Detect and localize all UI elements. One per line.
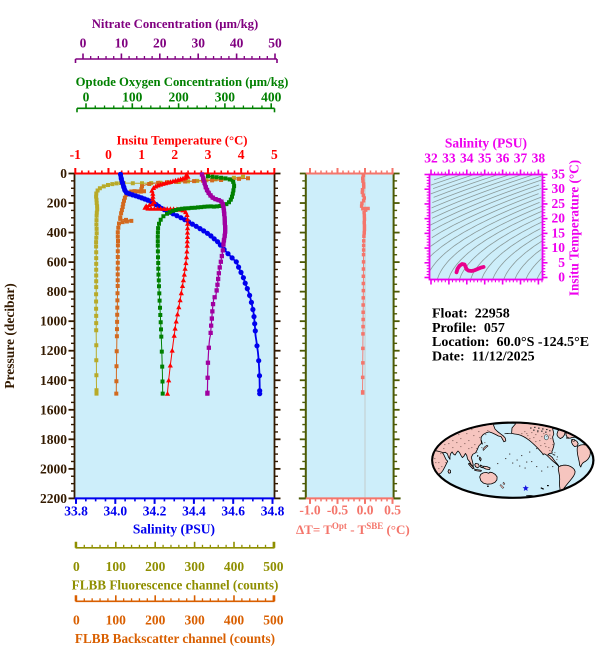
svg-text:34.2: 34.2 <box>143 504 167 519</box>
svg-text:Float: 22958: Float: 22958 <box>432 307 510 322</box>
svg-text:20: 20 <box>552 211 566 226</box>
svg-text:Profile: 057: Profile: 057 <box>432 321 505 336</box>
svg-text:35: 35 <box>478 151 492 166</box>
svg-text:-1.0: -1.0 <box>299 503 321 518</box>
svg-text:300: 300 <box>184 559 205 574</box>
svg-text:37: 37 <box>514 151 528 166</box>
svg-text:33: 33 <box>442 151 456 166</box>
svg-text:300: 300 <box>184 613 205 628</box>
svg-text:1200: 1200 <box>40 343 67 358</box>
svg-text:2000: 2000 <box>40 461 67 476</box>
svg-text:0: 0 <box>558 270 565 285</box>
svg-text:200: 200 <box>145 559 166 574</box>
svg-text:200: 200 <box>47 196 68 211</box>
svg-text:33.8: 33.8 <box>64 504 88 519</box>
svg-text:500: 500 <box>263 559 284 574</box>
svg-text:-0.5: -0.5 <box>327 503 349 518</box>
svg-text:Insitu Temperature (°C): Insitu Temperature (°C) <box>567 160 582 296</box>
svg-text:Date: 11/12/2025: Date: 11/12/2025 <box>432 349 535 364</box>
svg-text:200: 200 <box>168 90 189 105</box>
svg-text:100: 100 <box>106 559 127 574</box>
svg-text:Location: 60.0°S -124.5°E: Location: 60.0°S -124.5°E <box>432 335 589 350</box>
svg-text:0: 0 <box>73 559 80 574</box>
svg-text:400: 400 <box>224 613 245 628</box>
svg-text:34.0: 34.0 <box>103 504 127 519</box>
svg-text:Pressure (decibar): Pressure (decibar) <box>2 283 17 389</box>
svg-text:2200: 2200 <box>40 491 67 506</box>
svg-text:35: 35 <box>552 166 566 181</box>
svg-text:Nitrate Concentration (μm/kg): Nitrate Concentration (μm/kg) <box>92 17 258 31</box>
svg-text:Salinity (PSU): Salinity (PSU) <box>445 136 527 151</box>
svg-text:800: 800 <box>47 284 68 299</box>
svg-text:38: 38 <box>532 151 546 166</box>
svg-text:1800: 1800 <box>40 432 67 447</box>
svg-text:400: 400 <box>224 559 245 574</box>
svg-text:0.0: 0.0 <box>357 503 374 518</box>
svg-text:1: 1 <box>138 147 145 162</box>
svg-text:0: 0 <box>105 147 112 162</box>
svg-text:36: 36 <box>496 151 510 166</box>
svg-text:0: 0 <box>80 36 87 51</box>
svg-text:100: 100 <box>106 613 127 628</box>
svg-text:34.6: 34.6 <box>221 504 245 519</box>
svg-text:30: 30 <box>191 36 205 51</box>
svg-text:5: 5 <box>271 147 278 162</box>
svg-text:1600: 1600 <box>40 402 67 417</box>
svg-text:FLBB Backscatter channel (coun: FLBB Backscatter channel (counts) <box>75 631 275 646</box>
svg-text:100: 100 <box>122 90 143 105</box>
svg-text:15: 15 <box>552 225 566 240</box>
svg-text:FLBB Fluorescence channel (cou: FLBB Fluorescence channel (counts) <box>72 577 279 592</box>
svg-text:Insitu Temperature (°C): Insitu Temperature (°C) <box>116 134 247 148</box>
svg-text:32: 32 <box>424 151 438 166</box>
svg-text:25: 25 <box>552 196 566 211</box>
svg-text:3: 3 <box>205 147 212 162</box>
svg-text:0: 0 <box>83 90 90 105</box>
svg-text:400: 400 <box>261 90 282 105</box>
svg-text:10: 10 <box>552 240 566 255</box>
svg-text:0: 0 <box>60 166 67 181</box>
svg-text:1400: 1400 <box>40 373 67 388</box>
svg-text:10: 10 <box>115 36 129 51</box>
svg-text:0.5: 0.5 <box>384 503 401 518</box>
svg-text:300: 300 <box>215 90 236 105</box>
svg-text:500: 500 <box>263 613 284 628</box>
svg-text:50: 50 <box>268 36 282 51</box>
svg-text:400: 400 <box>47 225 68 240</box>
svg-text:ΔT= TOpt - TSBE (°C): ΔT= TOpt - TSBE (°C) <box>296 521 410 537</box>
svg-text:34: 34 <box>460 151 474 166</box>
svg-text:0: 0 <box>73 613 80 628</box>
svg-text:600: 600 <box>47 255 68 270</box>
svg-text:-1: -1 <box>70 147 81 162</box>
svg-text:4: 4 <box>238 147 245 162</box>
svg-text:34.8: 34.8 <box>261 504 285 519</box>
svg-text:30: 30 <box>552 181 566 196</box>
svg-text:2: 2 <box>171 147 178 162</box>
svg-text:20: 20 <box>153 36 167 51</box>
svg-text:Optode Oxygen Concentration (μ: Optode Oxygen Concentration (μm/kg) <box>76 75 289 89</box>
svg-text:40: 40 <box>230 36 244 51</box>
svg-text:Salinity (PSU): Salinity (PSU) <box>133 522 215 537</box>
svg-text:200: 200 <box>145 613 166 628</box>
svg-text:5: 5 <box>558 255 565 270</box>
svg-text:1000: 1000 <box>40 314 67 329</box>
svg-text:34.4: 34.4 <box>182 504 206 519</box>
